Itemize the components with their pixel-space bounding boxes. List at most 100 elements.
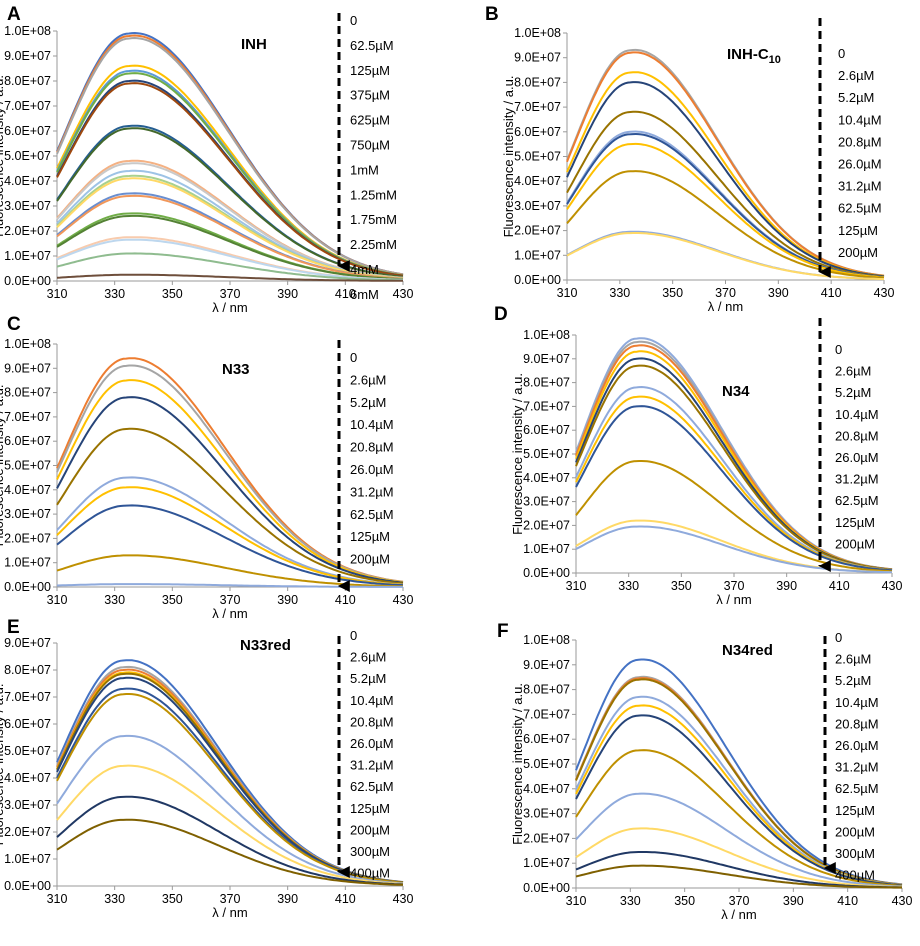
concentration-label: 0 [838, 46, 845, 61]
panel-letter: D [494, 304, 508, 325]
y-tick-label: 3.0E+07 [4, 798, 51, 812]
y-tick-label: 1.0E+07 [4, 852, 51, 866]
y-tick-label: 3.0E+07 [4, 199, 51, 213]
concentration-label: 125µM [350, 801, 390, 816]
y-tick-label: 1.0E+07 [4, 249, 51, 263]
x-tick-label: 370 [220, 593, 241, 607]
concentration-label: 0 [835, 630, 842, 645]
series-line-23 [56, 273, 403, 282]
concentration-label: 2.25mM [350, 237, 397, 252]
y-tick-label: 9.0E+07 [523, 658, 570, 672]
x-tick-label: 410 [335, 892, 356, 906]
x-tick-label: 310 [47, 287, 68, 301]
x-tick-label: 310 [47, 892, 68, 906]
concentration-label: 2.6µM [835, 652, 871, 667]
concentration-label: 20.8µM [350, 714, 394, 729]
series-line-8 [566, 142, 885, 279]
y-tick-label: 5.0E+07 [523, 757, 570, 771]
series-group [566, 48, 885, 281]
x-tick-label: 430 [874, 286, 895, 300]
concentration-label: 62.5µM [835, 493, 879, 508]
x-tick-label: 370 [220, 287, 241, 301]
panel-f: 0.0E+00 1.0E+07 2.0E+07 3.0E+07 4.0E+07 5.0E+… [497, 621, 912, 922]
concentration-label: 300µM [835, 846, 875, 861]
y-tick-label: 1.0E+08 [523, 328, 570, 342]
y-axis-label: Fluorescence intensity / a.u. [0, 75, 6, 237]
y-tick-label: 4.0E+07 [4, 174, 51, 188]
series-line-12 [56, 818, 404, 886]
concentration-label: 10.4µM [350, 693, 394, 708]
x-tick-label: 410 [821, 286, 842, 300]
concentration-label: 26.0µM [838, 157, 882, 172]
x-tick-label: 430 [393, 287, 414, 301]
x-tick-label: 350 [662, 286, 683, 300]
x-tick-label: 310 [47, 593, 68, 607]
panel-title-subscript: 10 [769, 54, 781, 66]
y-tick-label: 0.0E+00 [523, 881, 570, 895]
y-tick-label: 1.0E+07 [523, 856, 570, 870]
series-line-22 [56, 252, 404, 282]
y-tick-label: 9.0E+07 [523, 352, 570, 366]
panel-letter: E [7, 617, 20, 638]
y-tick-label: 3.0E+07 [523, 495, 570, 509]
concentration-label: 26.0µM [835, 738, 879, 753]
y-tick-label: 1.0E+07 [4, 556, 51, 570]
concentration-label: 2.6µM [350, 650, 386, 665]
concentration-label: 10.4µM [835, 695, 879, 710]
x-tick-label: 330 [104, 593, 125, 607]
x-tick-label: 370 [724, 579, 745, 593]
y-tick-label: 8.0E+07 [514, 75, 561, 89]
concentration-label: 0 [350, 628, 357, 643]
series-line-9 [575, 792, 903, 888]
series-line-3 [566, 71, 885, 278]
concentration-label: 10.4µM [350, 417, 394, 432]
y-tick-label: 8.0E+07 [4, 74, 51, 88]
concentration-label: 0 [350, 13, 357, 28]
y-tick-label: 6.0E+07 [523, 732, 570, 746]
y-tick-label: 1.0E+08 [4, 24, 51, 38]
series-group [575, 337, 893, 574]
x-tick-label: 430 [393, 892, 414, 906]
concentration-label: 62.5µM [838, 201, 882, 216]
x-axis-label: λ / nm [708, 299, 743, 314]
series-line-4 [56, 396, 404, 584]
concentration-label: 31.2µM [350, 484, 394, 499]
y-tick-label: 4.0E+07 [4, 483, 51, 497]
x-tick-label: 350 [162, 892, 183, 906]
panel-letter: F [497, 621, 509, 642]
panel-title-main: INH [241, 36, 267, 53]
y-tick-label: 9.0E+07 [514, 51, 561, 65]
y-tick-label: 2.0E+07 [4, 531, 51, 545]
y-tick-label: 2.0E+07 [4, 825, 51, 839]
x-tick-label: 390 [277, 892, 298, 906]
series-line-4 [575, 678, 903, 886]
x-tick-label: 370 [715, 286, 736, 300]
concentration-label: 200µM [350, 552, 390, 567]
y-tick-label: 6.0E+07 [4, 124, 51, 138]
x-tick-label: 390 [277, 287, 298, 301]
concentration-label: 5.2µM [350, 395, 386, 410]
x-tick-label: 370 [220, 892, 241, 906]
x-axis-label: λ / nm [716, 592, 751, 607]
series-line-3 [56, 36, 404, 276]
series-group [575, 658, 903, 889]
series-line-12 [575, 864, 902, 889]
series-line-11 [56, 795, 404, 886]
concentration-label: 200µM [835, 824, 875, 839]
concentration-label: 125µM [350, 529, 390, 544]
concentration-label: 2.6µM [838, 68, 874, 83]
concentration-label: 5.2µM [350, 671, 386, 686]
y-tick-label: 4.0E+07 [4, 771, 51, 785]
concentration-label: 200µM [835, 536, 875, 551]
concentration-label: 5.2µM [838, 90, 874, 105]
concentration-label: 26.0µM [350, 736, 394, 751]
series-line-3 [56, 379, 404, 584]
series-line-9 [575, 405, 893, 572]
concentration-label: 1mM [350, 162, 379, 177]
y-tick-label: 7.0E+07 [4, 690, 51, 704]
y-tick-label: 5.0E+07 [4, 744, 51, 758]
concentration-label: 125µM [835, 803, 875, 818]
x-tick-label: 430 [393, 593, 414, 607]
y-tick-label: 8.0E+07 [523, 376, 570, 390]
concentration-label: 10.4µM [835, 407, 879, 422]
